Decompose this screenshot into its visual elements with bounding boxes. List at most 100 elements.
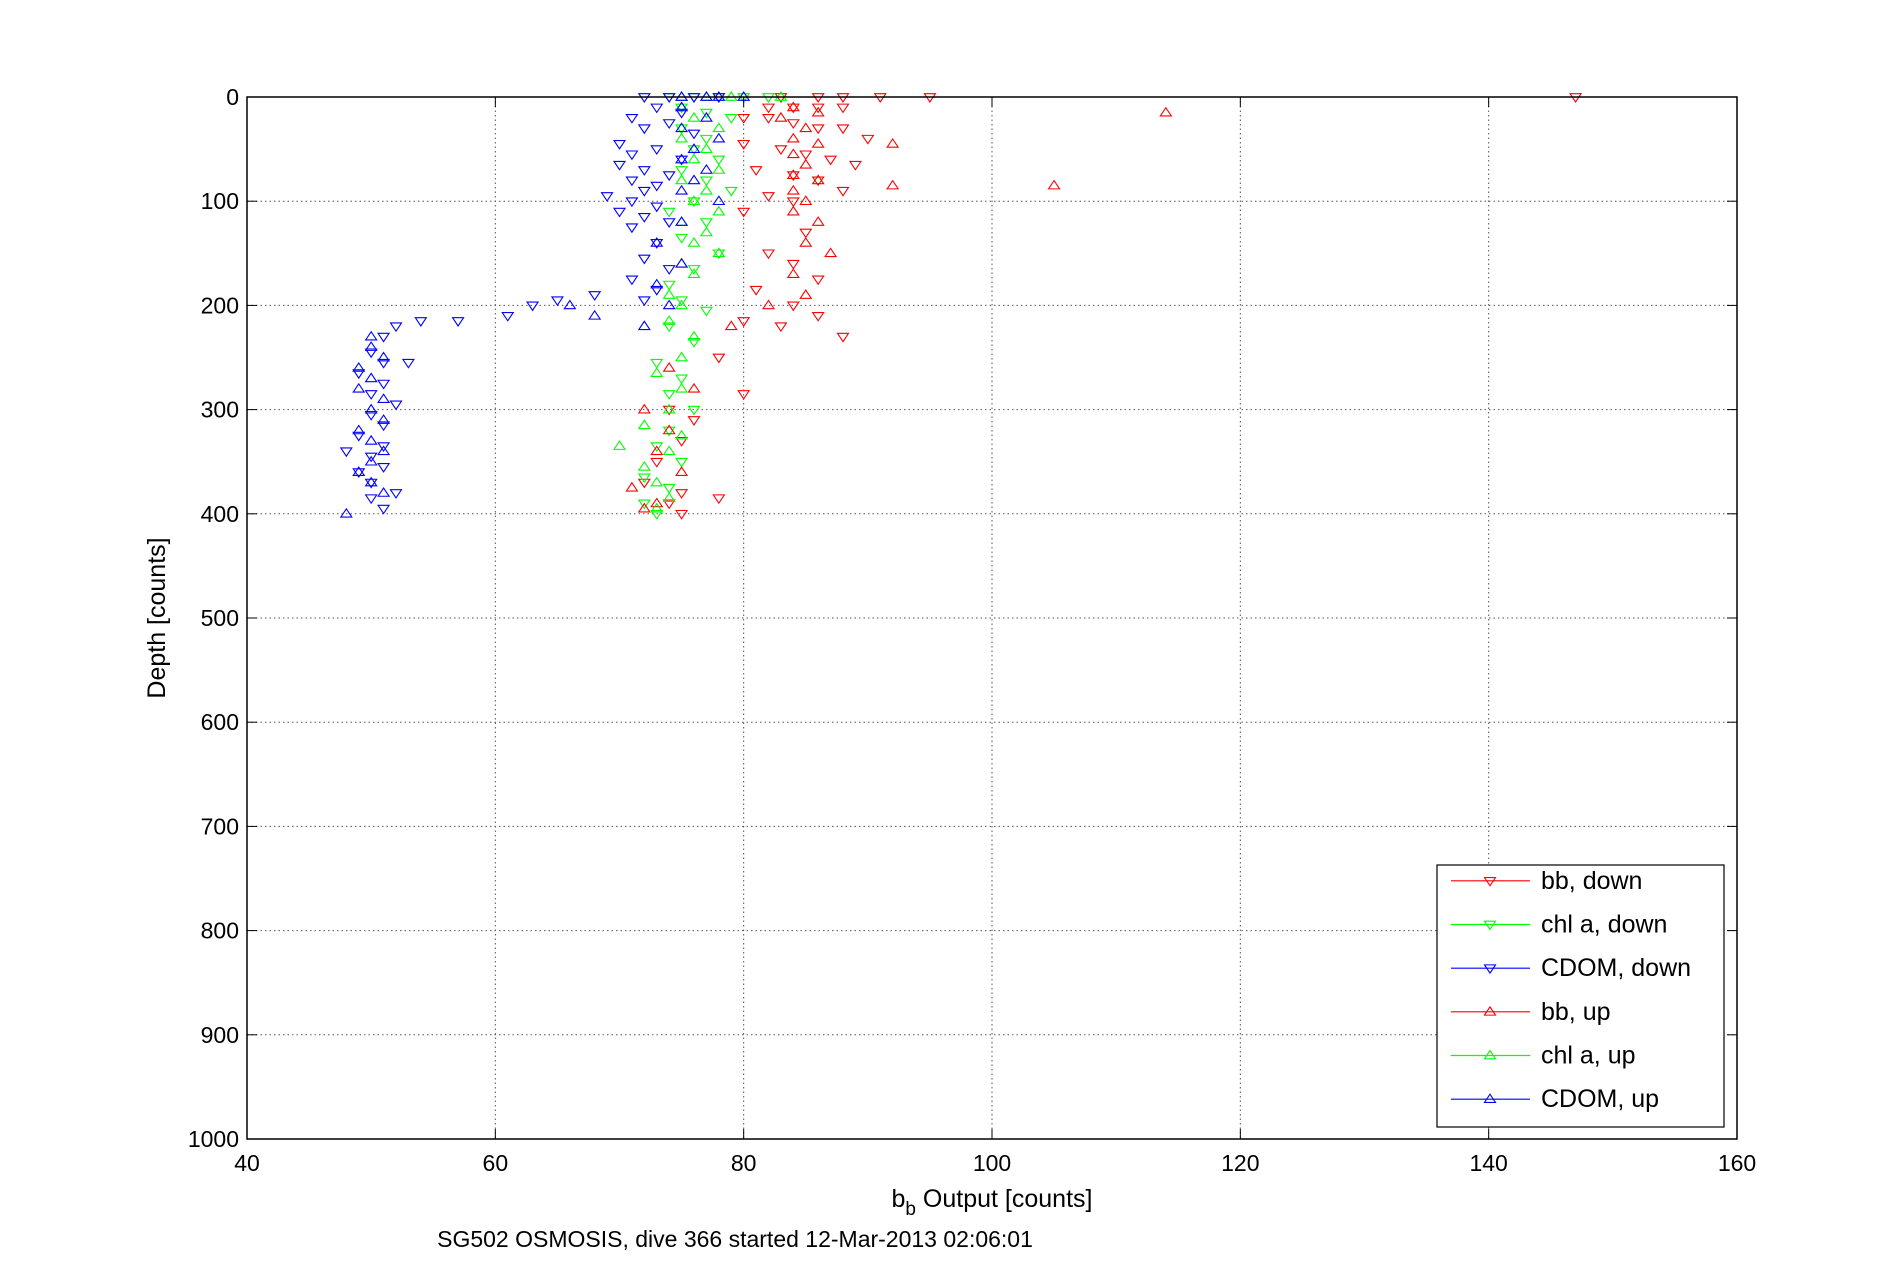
legend-item: chl a, up bbox=[1451, 1042, 1636, 1070]
data-point bbox=[699, 108, 713, 119]
data-point bbox=[786, 119, 800, 129]
grid bbox=[247, 97, 1737, 1139]
data-point bbox=[650, 103, 664, 114]
data-point bbox=[687, 268, 701, 278]
data-point bbox=[637, 460, 651, 471]
data-point bbox=[377, 421, 391, 432]
data-point bbox=[662, 483, 676, 494]
data-point bbox=[786, 132, 800, 143]
legend-item: chl a, down bbox=[1451, 911, 1667, 939]
data-point bbox=[339, 507, 353, 518]
data-point bbox=[712, 494, 726, 505]
data-point bbox=[761, 93, 776, 103]
data-point bbox=[786, 197, 800, 208]
data-point bbox=[786, 101, 800, 112]
x-tick-label: 60 bbox=[483, 1150, 509, 1176]
legend-label: CDOM, down bbox=[1541, 954, 1691, 982]
data-point bbox=[625, 223, 639, 234]
data-point bbox=[687, 338, 701, 348]
data-point bbox=[737, 207, 751, 218]
data-point bbox=[687, 93, 701, 103]
data-point bbox=[675, 166, 689, 176]
data-point bbox=[662, 207, 676, 218]
data-point bbox=[811, 174, 825, 185]
data-point bbox=[687, 174, 701, 185]
data-point bbox=[637, 212, 651, 223]
legend-label: bb, down bbox=[1541, 867, 1642, 895]
data-point bbox=[364, 478, 378, 489]
x-tick-label: 160 bbox=[1718, 1150, 1756, 1176]
data-point bbox=[724, 91, 738, 101]
data-point bbox=[786, 259, 800, 270]
data-point bbox=[364, 348, 378, 359]
data-point bbox=[377, 379, 391, 390]
y-tick-label: 1000 bbox=[188, 1126, 239, 1152]
data-point bbox=[724, 320, 738, 331]
data-point bbox=[364, 410, 378, 421]
data-point bbox=[662, 280, 676, 291]
data-point bbox=[699, 91, 713, 101]
data-point bbox=[675, 351, 689, 362]
data-point bbox=[364, 390, 378, 400]
y-tick-label: 300 bbox=[201, 397, 239, 423]
y-tick-label: 700 bbox=[201, 813, 239, 839]
data-point bbox=[786, 169, 800, 179]
x-tick-label: 40 bbox=[234, 1150, 260, 1176]
data-point bbox=[786, 103, 800, 114]
data-point bbox=[737, 113, 751, 124]
data-point bbox=[786, 171, 800, 182]
data-point bbox=[650, 239, 664, 249]
series-3 bbox=[625, 101, 1173, 513]
data-point bbox=[675, 153, 689, 164]
data-point bbox=[550, 296, 564, 307]
data-point bbox=[675, 296, 689, 307]
x-tick-label: 80 bbox=[731, 1150, 757, 1176]
data-point bbox=[799, 289, 813, 299]
data-point bbox=[352, 466, 366, 476]
data-point bbox=[612, 160, 627, 171]
data-point bbox=[389, 489, 403, 499]
data-point bbox=[588, 291, 602, 301]
data-point bbox=[786, 184, 800, 195]
data-point bbox=[612, 440, 627, 450]
data-point bbox=[699, 134, 713, 145]
data-point bbox=[712, 91, 726, 101]
data-point bbox=[675, 257, 689, 268]
data-point bbox=[389, 400, 403, 411]
data-points bbox=[339, 91, 1583, 520]
data-point bbox=[811, 106, 825, 117]
data-point bbox=[637, 93, 651, 103]
data-point bbox=[352, 382, 366, 393]
data-point bbox=[637, 473, 651, 484]
data-point bbox=[675, 382, 689, 393]
data-point bbox=[699, 111, 713, 122]
data-point bbox=[377, 358, 391, 369]
data-point bbox=[637, 478, 651, 489]
data-point bbox=[662, 445, 676, 456]
data-point bbox=[526, 301, 540, 312]
data-point bbox=[675, 466, 689, 476]
legend-label: bb, up bbox=[1541, 998, 1611, 1026]
x-tick-label: 120 bbox=[1221, 1150, 1259, 1176]
data-point bbox=[761, 299, 776, 310]
data-point bbox=[675, 216, 689, 226]
data-point bbox=[637, 403, 651, 414]
data-point bbox=[637, 186, 651, 197]
x-tick-label: 140 bbox=[1469, 1150, 1507, 1176]
legend-item: CDOM, up bbox=[1451, 1085, 1659, 1113]
y-tick-label: 900 bbox=[201, 1022, 239, 1048]
data-point bbox=[377, 487, 391, 497]
data-point bbox=[352, 468, 366, 479]
data-point bbox=[650, 367, 664, 377]
data-point bbox=[675, 103, 689, 114]
data-point bbox=[650, 285, 664, 296]
data-point bbox=[600, 192, 614, 202]
data-point bbox=[712, 132, 726, 143]
data-point bbox=[886, 179, 900, 190]
data-point bbox=[774, 145, 788, 156]
data-point bbox=[650, 181, 664, 192]
data-point bbox=[650, 236, 664, 247]
data-point bbox=[799, 195, 813, 206]
data-point bbox=[501, 311, 515, 322]
data-point bbox=[687, 143, 701, 153]
